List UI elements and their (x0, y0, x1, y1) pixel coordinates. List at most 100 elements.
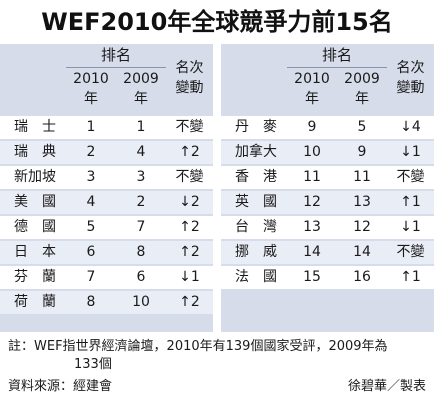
rank-2009: 14 (353, 244, 371, 260)
rank-change: 不變 (175, 119, 204, 135)
rank-2009: 6 (136, 269, 146, 285)
rank-2010: 13 (303, 219, 321, 235)
rank-2010: 3 (86, 169, 96, 185)
change-label-1: 名次 (175, 60, 204, 76)
rank-change: ↑1 (400, 269, 421, 285)
rank-change: ↑2 (179, 219, 200, 235)
year-2009-header: 2009 年 (337, 69, 387, 109)
rank-2009: 11 (353, 169, 371, 185)
table-row: 加拿大 10 9 ↓1 (221, 141, 434, 164)
rank-change: ↑2 (179, 244, 200, 260)
year-2009-label: 2009 (344, 71, 380, 87)
rank-change: ↓1 (400, 144, 421, 160)
country-name: 英 國 (235, 194, 277, 210)
rank-2010: 1 (86, 119, 96, 135)
country-name: 瑞 士 (14, 119, 56, 135)
ranking-table-right: 排名 2010 年 2009 年 名次 變動 丹 麥 9 5 ↓4 加拿大 10 9 ↓1 香 … (221, 44, 434, 332)
table-row: 法 國 15 16 ↑1 (221, 266, 434, 289)
rank-2010: 5 (86, 219, 96, 235)
year-2009-label: 2009 (123, 71, 159, 87)
table-row: 挪 威 14 14 不變 (221, 241, 434, 264)
table-row: 美 國 4 2 ↓2 (0, 191, 213, 214)
rank-2009: 10 (132, 294, 150, 310)
country-name: 荷 蘭 (14, 294, 56, 310)
rank-2009: 12 (353, 219, 371, 235)
change-label-2: 變動 (396, 80, 425, 96)
country-name: 挪 威 (235, 244, 277, 260)
rank-2010: 4 (86, 194, 96, 210)
rank-change: ↓1 (400, 219, 421, 235)
rank-change: ↓2 (179, 194, 200, 210)
rank-2010: 8 (86, 294, 96, 310)
year-2010-header: 2010 年 (66, 69, 116, 109)
year-2009-suffix: 年 (134, 91, 148, 107)
rank-2009: 2 (136, 194, 146, 210)
rank-2010: 11 (303, 169, 321, 185)
data-source: 資料來源：經建會 (8, 379, 113, 394)
ranking-table-left: 排名 2010 年 2009 年 名次 變動 瑞 士 1 1 不變瑞 典 2 4 ↑2 新加坡… (0, 44, 213, 332)
rank-2009: 4 (136, 144, 146, 160)
rank-change: ↑2 (179, 294, 200, 310)
rank-2009: 5 (357, 119, 367, 135)
rank-header-divider (287, 67, 387, 68)
rank-2009: 1 (136, 119, 146, 135)
rank-2010: 6 (86, 244, 96, 260)
rank-header-divider (66, 67, 166, 68)
country-name: 丹 麥 (235, 119, 277, 135)
author-credit: 徐碧華／製表 (347, 379, 426, 394)
rank-2009: 3 (136, 169, 146, 185)
change-label-2: 變動 (175, 80, 204, 96)
rank-change: 不變 (396, 169, 425, 185)
rank-2009: 16 (353, 269, 371, 285)
page-title: WEF2010年全球競爭力前15名 (41, 8, 393, 36)
table-row: 日 本 6 8 ↑2 (0, 241, 213, 264)
rank-2010: 7 (86, 269, 96, 285)
country-name: 法 國 (235, 269, 277, 285)
rank-2010: 14 (303, 244, 321, 260)
country-name: 瑞 典 (14, 144, 56, 160)
change-label-1: 名次 (396, 60, 425, 76)
country-name: 台 灣 (235, 219, 277, 235)
rank-change: ↓4 (400, 119, 421, 135)
country-name: 芬 蘭 (14, 269, 56, 285)
table-row: 德 國 5 7 ↑2 (0, 216, 213, 239)
rank-2010: 12 (303, 194, 321, 210)
rank-2009: 7 (136, 219, 146, 235)
change-header: 名次 變動 (387, 58, 434, 98)
country-name: 香 港 (235, 169, 277, 185)
year-2010-label: 2010 (294, 71, 330, 87)
table-row: 香 港 11 11 不變 (221, 166, 434, 189)
table-row: 芬 蘭 7 6 ↓1 (0, 266, 213, 289)
rank-2009: 9 (357, 144, 367, 160)
year-2009-header: 2009 年 (116, 69, 166, 109)
country-name: 德 國 (14, 219, 56, 235)
year-2010-header: 2010 年 (287, 69, 337, 109)
country-name: 美 國 (14, 194, 56, 210)
table-row: 丹 麥 9 5 ↓4 (221, 116, 434, 139)
rank-change: 不變 (175, 169, 204, 185)
rank-header: 排名 (100, 46, 131, 64)
country-name: 日 本 (14, 244, 56, 260)
year-2010-suffix: 年 (84, 91, 98, 107)
rank-change: 不變 (396, 244, 425, 260)
change-header: 名次 變動 (166, 58, 213, 98)
footnote: 註：WEF指世界經濟論壇，2010年有139個國家受評，2009年為 (8, 339, 388, 354)
table-row: 新加坡 3 3 不變 (0, 166, 213, 189)
table-row: 瑞 典 2 4 ↑2 (0, 141, 213, 164)
rank-2010: 10 (303, 144, 321, 160)
footnote-continued: 133個 (74, 357, 112, 372)
year-2010-suffix: 年 (305, 91, 319, 107)
year-2010-label: 2010 (73, 71, 109, 87)
rank-header: 排名 (321, 46, 352, 64)
table-row: 英 國 12 13 ↑1 (221, 191, 434, 214)
country-name: 加拿大 (235, 144, 277, 160)
rank-2010: 2 (86, 144, 96, 160)
rank-change: ↑2 (179, 144, 200, 160)
rank-2009: 8 (136, 244, 146, 260)
rank-change: ↑1 (400, 194, 421, 210)
rank-2010: 9 (307, 119, 317, 135)
year-2009-suffix: 年 (355, 91, 369, 107)
table-row: 台 灣 13 12 ↓1 (221, 216, 434, 239)
rank-2010: 15 (303, 269, 321, 285)
